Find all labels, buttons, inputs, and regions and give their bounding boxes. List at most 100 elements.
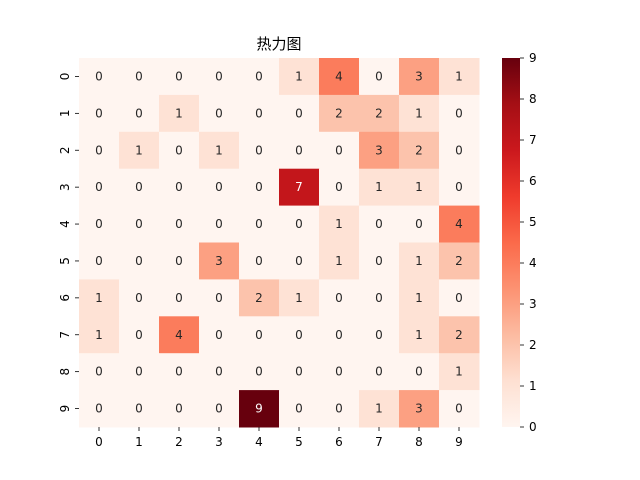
cell-value-label: 0 — [335, 291, 343, 305]
heatmap-cell — [119, 316, 160, 354]
cell-value-label: 0 — [455, 402, 463, 416]
cell-value-label: 0 — [175, 291, 183, 305]
heatmap-cell — [279, 205, 320, 243]
colorbar-tick-label: 3 — [529, 297, 537, 311]
cell-value-label: 0 — [95, 365, 103, 379]
colorbar-tick-label: 1 — [529, 379, 537, 393]
cell-value-label: 0 — [295, 328, 303, 342]
x-tick-label: 3 — [215, 435, 223, 449]
cell-value-label: 2 — [335, 106, 343, 120]
cell-value-label: 0 — [335, 365, 343, 379]
cell-value-label: 2 — [455, 254, 463, 268]
cell-value-label: 0 — [255, 106, 263, 120]
heatmap-cell — [199, 94, 240, 133]
cell-value-label: 2 — [415, 143, 423, 157]
heatmap-cell — [399, 242, 440, 280]
heatmap-cell — [199, 131, 240, 170]
cell-value-label: 0 — [135, 69, 143, 83]
cell-value-label: 1 — [375, 402, 383, 416]
heatmap-cell — [239, 94, 280, 133]
heatmap-cell — [279, 94, 320, 133]
heatmap-cell — [239, 316, 280, 354]
heatmap-cell — [399, 58, 440, 96]
heatmap-cell — [319, 390, 360, 428]
heatmap-cell — [79, 279, 120, 317]
heatmap-cell — [359, 131, 400, 170]
heatmap-cell — [79, 131, 120, 170]
heatmap-cell — [319, 279, 360, 317]
heatmap-cell — [239, 279, 280, 317]
cell-value-label: 4 — [175, 328, 183, 342]
heatmap-cell — [359, 390, 400, 428]
cell-value-label: 2 — [455, 328, 463, 342]
heatmap-cell — [359, 94, 400, 133]
cell-value-label: 2 — [255, 291, 263, 305]
heatmap-cell — [199, 279, 240, 317]
cell-value-label: 0 — [255, 328, 263, 342]
colorbar-tick-label: 0 — [529, 420, 537, 434]
colorbar-gradient — [502, 58, 520, 427]
cell-value-label: 9 — [255, 402, 263, 416]
heatmap-cell — [119, 279, 160, 317]
heatmap-cell — [359, 58, 400, 96]
cell-value-label: 0 — [295, 217, 303, 231]
heatmap-cell — [119, 131, 160, 170]
cell-value-label: 0 — [135, 402, 143, 416]
cell-value-label: 0 — [455, 291, 463, 305]
cell-value-label: 0 — [255, 254, 263, 268]
heatmap-cell — [319, 242, 360, 280]
heatmap-cell — [159, 316, 200, 354]
cell-value-label: 0 — [295, 402, 303, 416]
heatmap-cell — [159, 205, 200, 243]
heatmap-cell — [439, 58, 480, 96]
cell-value-label: 0 — [215, 69, 223, 83]
cell-value-label: 0 — [335, 402, 343, 416]
heatmap-cell — [159, 58, 200, 96]
heatmap-cell — [239, 353, 280, 391]
cell-value-label: 4 — [335, 69, 343, 83]
cell-value-label: 0 — [415, 365, 423, 379]
heatmap-cell — [279, 316, 320, 354]
colorbar-tick-label: 7 — [529, 133, 537, 147]
cell-value-label: 1 — [295, 291, 303, 305]
heatmap-cell — [439, 168, 480, 207]
heatmap-cell — [199, 353, 240, 391]
x-tick-label: 0 — [95, 435, 103, 449]
heatmap-cell — [199, 205, 240, 243]
heatmap-cell — [399, 316, 440, 354]
x-tick-label: 5 — [295, 435, 303, 449]
cell-value-label: 1 — [295, 69, 303, 83]
heatmap-cell — [239, 242, 280, 280]
heatmap-cell — [319, 94, 360, 133]
heatmap-cell — [119, 242, 160, 280]
heatmap-cell — [319, 168, 360, 207]
y-tick-label: 1 — [58, 110, 72, 118]
heatmap-cell — [399, 390, 440, 428]
x-tick-label: 9 — [455, 435, 463, 449]
cell-value-label: 7 — [295, 180, 303, 194]
heatmap-cell — [119, 205, 160, 243]
heatmap-cell — [239, 58, 280, 96]
heatmap-cell — [399, 279, 440, 317]
colorbar-tick-label: 4 — [529, 256, 537, 270]
heatmap-cell — [279, 168, 320, 207]
x-tick-label: 4 — [255, 435, 263, 449]
heatmap-cell — [79, 390, 120, 428]
heatmap-cell — [439, 316, 480, 354]
heatmap-cell — [359, 242, 400, 280]
cell-value-label: 0 — [335, 328, 343, 342]
heatmap-cell — [399, 131, 440, 170]
cell-value-label: 0 — [215, 180, 223, 194]
cell-value-label: 0 — [215, 365, 223, 379]
heatmap-cell — [439, 279, 480, 317]
heatmap-cell — [439, 390, 480, 428]
cell-value-label: 0 — [375, 291, 383, 305]
cell-value-label: 3 — [375, 143, 383, 157]
cell-value-label: 1 — [375, 180, 383, 194]
colorbar-tick-label: 2 — [529, 338, 537, 352]
cell-value-label: 0 — [295, 254, 303, 268]
heatmap-cell — [79, 353, 120, 391]
x-tick-label: 7 — [375, 435, 383, 449]
cell-value-label: 0 — [175, 402, 183, 416]
